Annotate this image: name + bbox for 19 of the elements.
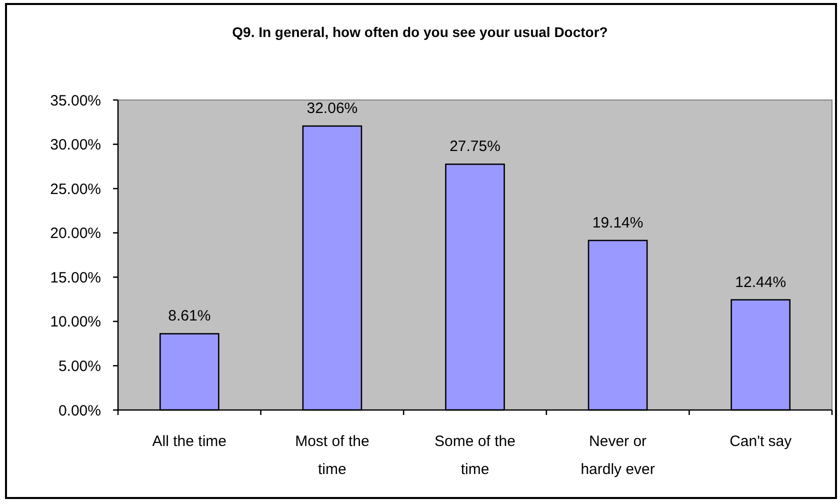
- data-label: 8.61%: [168, 308, 211, 325]
- x-tick-label: Some of the time: [434, 433, 516, 478]
- x-tick-label: All the time: [152, 433, 226, 450]
- data-label: 27.75%: [450, 138, 500, 156]
- data-label: 32.06%: [306, 100, 358, 118]
- y-tick-label: 5.00%: [58, 358, 101, 375]
- data-label: 12.44%: [735, 274, 786, 291]
- y-tick-label: 25.00%: [50, 180, 101, 198]
- x-tick-label: Can't say: [730, 433, 792, 450]
- y-tick-label: 10.00%: [50, 314, 101, 331]
- y-tick-label: 20.00%: [50, 225, 101, 242]
- x-tick-label: Never or hardly ever: [580, 433, 655, 478]
- y-tick-label: 30.00%: [50, 136, 101, 154]
- y-tick-label: 0.00%: [58, 402, 101, 420]
- data-label: 19.14%: [592, 214, 644, 232]
- y-tick-label: 35.00%: [50, 92, 101, 110]
- x-tick-label: Most of the time: [295, 433, 370, 478]
- y-tick-label: 15.00%: [50, 269, 101, 286]
- chart-title: Q9. In general, how often do you see your usual Doctor?: [232, 24, 608, 40]
